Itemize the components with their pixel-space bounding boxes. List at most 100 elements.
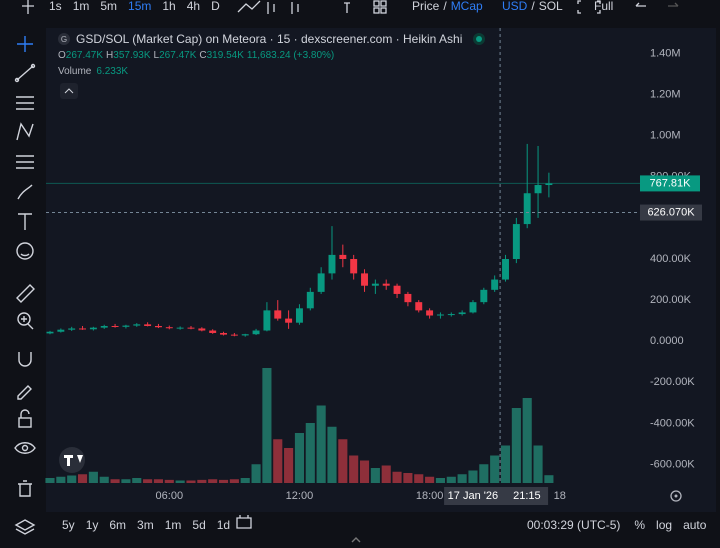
range[interactable]: 6m bbox=[109, 518, 127, 532]
collapse-icon bbox=[64, 88, 74, 94]
volume-bar bbox=[284, 448, 294, 483]
candle-body bbox=[523, 193, 531, 225]
volume-bar bbox=[316, 405, 326, 483]
candle-body bbox=[285, 318, 293, 323]
clock: 00:03:29 (UTC-5) bbox=[527, 518, 621, 532]
last-price-label: 767.81K bbox=[650, 177, 692, 189]
volume-bar bbox=[425, 476, 435, 483]
range[interactable]: 1y bbox=[85, 518, 99, 532]
candle-body bbox=[436, 314, 444, 316]
fullscreen[interactable]: Full bbox=[594, 0, 624, 13]
range[interactable]: 1d bbox=[216, 518, 231, 532]
volume-bar bbox=[359, 460, 370, 483]
y-tick-label: 200.00K bbox=[650, 294, 692, 306]
candle-body bbox=[447, 314, 455, 316]
volume-bar bbox=[457, 474, 467, 483]
y-tick-label: 1.20M bbox=[650, 89, 681, 101]
ohlc-value: 267.47K bbox=[65, 49, 104, 61]
range[interactable]: 5d bbox=[192, 518, 206, 532]
live-dot bbox=[476, 36, 483, 42]
currency[interactable]: USD / SOL bbox=[502, 0, 574, 13]
candle-body bbox=[350, 259, 358, 274]
settings-icon[interactable] bbox=[670, 490, 682, 502]
collapse-button[interactable] bbox=[60, 83, 78, 99]
candle-body bbox=[198, 328, 206, 331]
candle-body bbox=[209, 330, 217, 333]
usd-option[interactable]: USD bbox=[502, 0, 528, 13]
scale-option[interactable]: log bbox=[656, 518, 673, 532]
candle-body bbox=[534, 185, 542, 194]
x-tick-label: 12:00 bbox=[286, 490, 314, 502]
volume-bar bbox=[153, 479, 164, 483]
candle-body bbox=[46, 331, 54, 334]
volume-bar bbox=[490, 455, 500, 483]
candle-body bbox=[133, 324, 141, 326]
ohlc-value: 319.54K bbox=[206, 49, 244, 61]
interval[interactable]: D bbox=[211, 0, 220, 13]
candle-body bbox=[252, 330, 260, 335]
fullscreen-label[interactable]: Full bbox=[594, 0, 614, 13]
volume-bar bbox=[522, 398, 532, 483]
candle-body bbox=[230, 334, 238, 336]
ohlc-key: H bbox=[106, 49, 114, 61]
range[interactable]: 1m bbox=[164, 518, 182, 532]
y-tick-label: 1.40M bbox=[650, 47, 681, 59]
interval[interactable]: 1m bbox=[72, 0, 90, 13]
y-tick-label: 0.0000 bbox=[650, 335, 684, 347]
add-icon[interactable] bbox=[22, 0, 34, 14]
volume-bar bbox=[533, 445, 543, 483]
volume-bar bbox=[544, 475, 554, 483]
separator: / bbox=[443, 0, 447, 13]
candle-body bbox=[241, 334, 249, 336]
sol-option[interactable]: SOL bbox=[538, 0, 563, 13]
interval[interactable]: 15m bbox=[128, 0, 152, 13]
volume-bar bbox=[349, 455, 359, 483]
interval[interactable]: 4h bbox=[186, 0, 201, 13]
volume-bar bbox=[240, 478, 250, 483]
volume-bar bbox=[446, 476, 456, 483]
scale-option[interactable]: % bbox=[634, 518, 646, 532]
candle-body bbox=[295, 308, 303, 323]
ohlc-key: C bbox=[199, 49, 207, 61]
volume-bar bbox=[99, 476, 109, 483]
volume-bar bbox=[262, 368, 272, 483]
ohlc-row: O 267.47K H 357.93K L 267.47K C 319.54K 11,683.2… bbox=[58, 47, 482, 63]
range[interactable]: 5y bbox=[62, 518, 75, 532]
candle-body bbox=[361, 273, 368, 286]
x-tick-label: 06:00 bbox=[156, 490, 184, 502]
volume-bar bbox=[143, 479, 153, 483]
candle-body bbox=[220, 332, 227, 335]
crosshair-x-date: 17 Jan '26 bbox=[448, 490, 498, 502]
drawing-tools[interactable] bbox=[14, 36, 361, 543]
interval[interactable]: 1s bbox=[49, 0, 62, 13]
separator: / bbox=[531, 0, 535, 13]
y-tick-label: -400.00K bbox=[650, 417, 695, 429]
volume-bar bbox=[511, 408, 521, 483]
legend: G GSD/SOL (Market Cap) on Meteora · 15 ·… bbox=[58, 31, 483, 79]
candle-body bbox=[328, 254, 336, 274]
candle-body bbox=[502, 259, 509, 280]
candle-body bbox=[187, 327, 195, 329]
clock-bar: 00:03:29 (UTC-5) % log auto bbox=[527, 517, 717, 533]
volume-bar bbox=[479, 464, 489, 483]
volume-bar bbox=[77, 474, 88, 483]
volume-bar bbox=[175, 480, 185, 483]
candle-body bbox=[317, 273, 325, 292]
range[interactable]: 3m bbox=[137, 518, 154, 532]
range-bar: 5y 1y 6m 3m 1m 5d 1d bbox=[62, 517, 241, 533]
interval[interactable]: 5m bbox=[100, 0, 118, 13]
price-mode[interactable]: Price / MCap bbox=[412, 0, 494, 13]
price-option[interactable]: Price bbox=[412, 0, 440, 13]
volume-bar bbox=[186, 480, 196, 483]
volume-bar bbox=[218, 479, 229, 483]
x-tick-label: 18:00 bbox=[416, 490, 444, 502]
volume-bar bbox=[273, 439, 283, 483]
volume-bar bbox=[381, 465, 391, 483]
top-icons[interactable] bbox=[236, 0, 679, 529]
mcap-option[interactable]: MCap bbox=[450, 0, 483, 13]
candle-body bbox=[415, 302, 423, 311]
scale-option[interactable]: auto bbox=[683, 518, 707, 532]
interval[interactable]: 1h bbox=[162, 0, 176, 13]
